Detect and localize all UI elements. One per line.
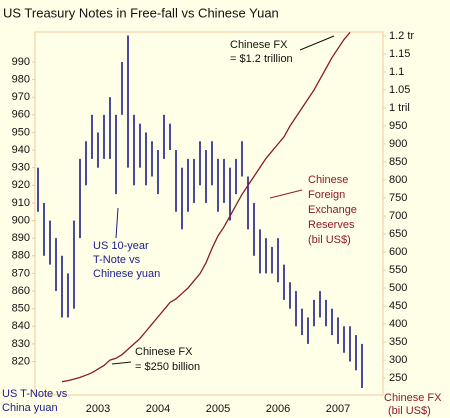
y-tick-label: 890 bbox=[12, 232, 30, 244]
y-tick-label: 840 bbox=[12, 320, 30, 332]
arrow bbox=[115, 207, 119, 239]
y-tick-label: 980 bbox=[12, 73, 30, 85]
annotation: US 10-year bbox=[93, 240, 149, 252]
y2-tick-label: 950 bbox=[389, 120, 407, 132]
y2-tick-label: 700 bbox=[389, 210, 407, 222]
y-tick-label: 960 bbox=[12, 109, 30, 121]
y-tick-label: 940 bbox=[12, 144, 30, 156]
x-tick-label: 2005 bbox=[206, 403, 230, 415]
fx-line bbox=[61, 31, 351, 383]
annotations: Chinese FX = $1.2 trillion US 10-year T-… bbox=[2, 35, 442, 417]
y2-tick-label: 600 bbox=[389, 246, 407, 258]
arrow bbox=[269, 189, 303, 199]
y2-tick-label: 450 bbox=[389, 300, 407, 312]
y-tick-label: 820 bbox=[12, 355, 30, 367]
y-tick-label: 950 bbox=[12, 126, 30, 138]
annotation: Exchange bbox=[308, 204, 357, 216]
y-tick-label: 920 bbox=[12, 179, 30, 191]
y2-tick-label: 900 bbox=[389, 138, 407, 150]
y2-tick-label: 850 bbox=[389, 156, 407, 168]
y-tick-label: 930 bbox=[12, 162, 30, 174]
y-tick-label: 850 bbox=[12, 303, 30, 315]
y2-tick-label: 1.05 bbox=[389, 84, 410, 96]
y-tick-label: 970 bbox=[12, 91, 30, 103]
x-tick-label: 2004 bbox=[146, 403, 170, 415]
annotation: (bil US$) bbox=[308, 234, 351, 246]
y2-tick-label: 550 bbox=[389, 264, 407, 276]
annotation: Chinese FX bbox=[135, 346, 193, 358]
arrow bbox=[299, 35, 335, 51]
annotation: Foreign bbox=[308, 189, 345, 201]
arrow bbox=[111, 361, 132, 365]
y-tick-label: 830 bbox=[12, 338, 30, 350]
x-tick-label: 2007 bbox=[326, 403, 350, 415]
axis-title: Chinese FX bbox=[384, 392, 442, 404]
y2-tick-label: 500 bbox=[389, 282, 407, 294]
y2-tick-label: 1.2 tr bbox=[389, 30, 414, 42]
axis-title: (bil US$) bbox=[388, 405, 431, 417]
y2-tick-label: 1 tril bbox=[389, 102, 410, 114]
y-tick-label: 910 bbox=[12, 197, 30, 209]
y2-tick-label: 350 bbox=[389, 336, 407, 348]
y2-tick-label: 650 bbox=[389, 228, 407, 240]
y2-tick-label: 300 bbox=[389, 354, 407, 366]
y2-tick-label: 1.1 bbox=[389, 66, 404, 78]
annotation: = $1.2 trillion bbox=[230, 53, 293, 65]
y2-tick-label: 1.15 bbox=[389, 48, 410, 60]
annotation: Chinese FX bbox=[230, 39, 288, 51]
x-tick-label: 2003 bbox=[86, 403, 110, 415]
y2-tick-label: 750 bbox=[389, 192, 407, 204]
y-tick-label: 870 bbox=[12, 267, 30, 279]
annotation: T-Note vs bbox=[93, 254, 141, 266]
plot-area bbox=[34, 31, 384, 396]
y-tick-label: 860 bbox=[12, 285, 30, 297]
annotation: = $250 billion bbox=[135, 361, 200, 373]
chart-title: US Treasury Notes in Free-fall vs Chines… bbox=[3, 5, 279, 20]
axis-title: US T-Note vs bbox=[2, 388, 68, 400]
y-tick-label: 880 bbox=[12, 250, 30, 262]
annotation: Chinese yuan bbox=[93, 268, 160, 280]
y2-tick-label: 400 bbox=[389, 318, 407, 330]
annotation: Chinese bbox=[308, 174, 348, 186]
y2-tick-label: 250 bbox=[389, 372, 407, 384]
x-tick-label: 2006 bbox=[266, 403, 290, 415]
axis-title: China yuan bbox=[2, 402, 58, 414]
y-tick-label: 990 bbox=[12, 56, 30, 68]
annotation: Reserves bbox=[308, 219, 355, 231]
y2-tick-label: 800 bbox=[389, 174, 407, 186]
y-tick-label: 900 bbox=[12, 214, 30, 226]
